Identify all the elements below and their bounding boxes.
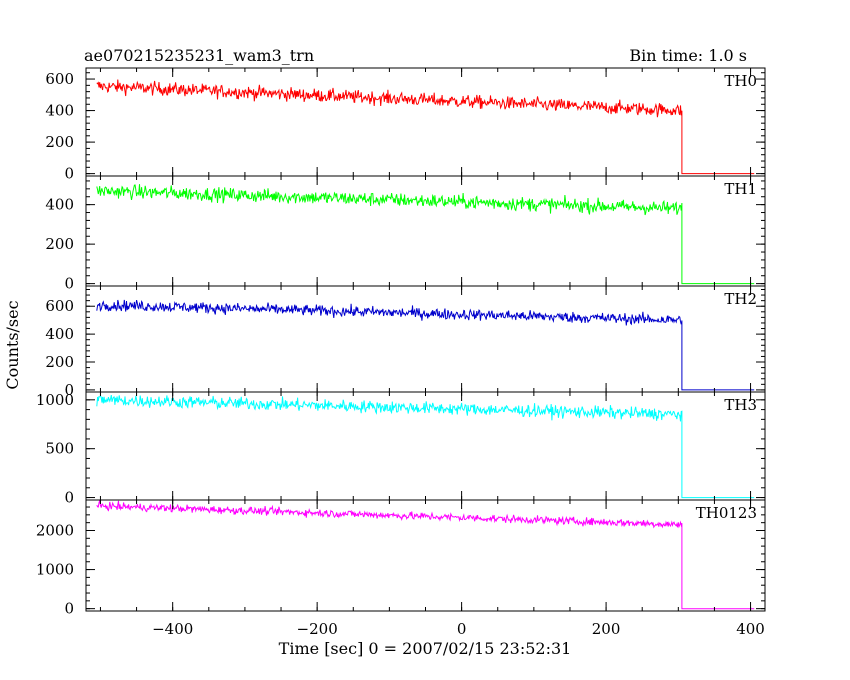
x-tick-label: 400 bbox=[736, 620, 765, 638]
chart-title: ae070215235231_wam3_trn bbox=[84, 46, 314, 65]
series-label-th3: TH3 bbox=[724, 396, 757, 414]
panel-th0: 0 200 400 600 TH0 bbox=[45, 67, 766, 183]
y-tick-label: 0 bbox=[64, 165, 74, 183]
x-tick-label: −400 bbox=[152, 620, 193, 638]
series-label-th0123: TH0123 bbox=[696, 504, 757, 522]
series-line-th1 bbox=[96, 184, 755, 285]
series-label-th1: TH1 bbox=[724, 180, 757, 198]
x-tick-label: 0 bbox=[457, 620, 467, 638]
panel-th2: 0 200 400 600 TH2 bbox=[45, 285, 766, 399]
series-line-th2 bbox=[96, 299, 755, 391]
y-tick-label: 0 bbox=[64, 489, 74, 507]
y-axis-label: Counts/sec bbox=[3, 300, 22, 389]
y-tick-label: 200 bbox=[45, 133, 74, 151]
y-tick-label: 400 bbox=[45, 196, 74, 214]
y-tick-label: 600 bbox=[45, 70, 74, 88]
x-tick-label: −200 bbox=[297, 620, 338, 638]
bin-time-label: Bin time: 1.0 s bbox=[629, 46, 747, 65]
y-tick-label: 1000 bbox=[36, 391, 74, 409]
y-tick-label: 2000 bbox=[36, 521, 74, 539]
y-tick-label: 1000 bbox=[36, 561, 74, 579]
panel-th3: 0 500 1000 TH3 bbox=[36, 391, 766, 507]
x-tick-label: 200 bbox=[592, 620, 621, 638]
y-tick-label: 0 bbox=[64, 600, 74, 618]
y-tick-label: 0 bbox=[64, 275, 74, 293]
y-tick-label: 400 bbox=[45, 102, 74, 120]
panel-th1: 0 200 400 TH1 bbox=[45, 175, 766, 293]
series-line-th0 bbox=[96, 79, 755, 175]
series-label-th0: TH0 bbox=[724, 72, 757, 90]
panel-frame bbox=[85, 67, 766, 177]
y-tick-label: 0 bbox=[64, 381, 74, 399]
panel-frame bbox=[85, 285, 766, 393]
series-line-th0123 bbox=[96, 500, 755, 610]
y-tick-label: 200 bbox=[45, 235, 74, 253]
panels: 0 200 400 600 TH0 0 200 400 TH1 0 200 400 600 TH2 0 500… bbox=[36, 67, 766, 638]
x-axis-label: Time [sec] 0 = 2007/02/15 23:52:31 bbox=[279, 639, 572, 658]
y-tick-label: 600 bbox=[45, 297, 74, 315]
series-line-th3 bbox=[96, 394, 755, 499]
y-tick-label: 400 bbox=[45, 325, 74, 343]
y-tick-label: 200 bbox=[45, 353, 74, 371]
series-label-th2: TH2 bbox=[724, 290, 757, 308]
y-tick-label: 500 bbox=[45, 440, 74, 458]
panel-th0123: 0 1000 2000 TH0123 bbox=[36, 499, 766, 618]
panel-frame bbox=[85, 175, 766, 287]
